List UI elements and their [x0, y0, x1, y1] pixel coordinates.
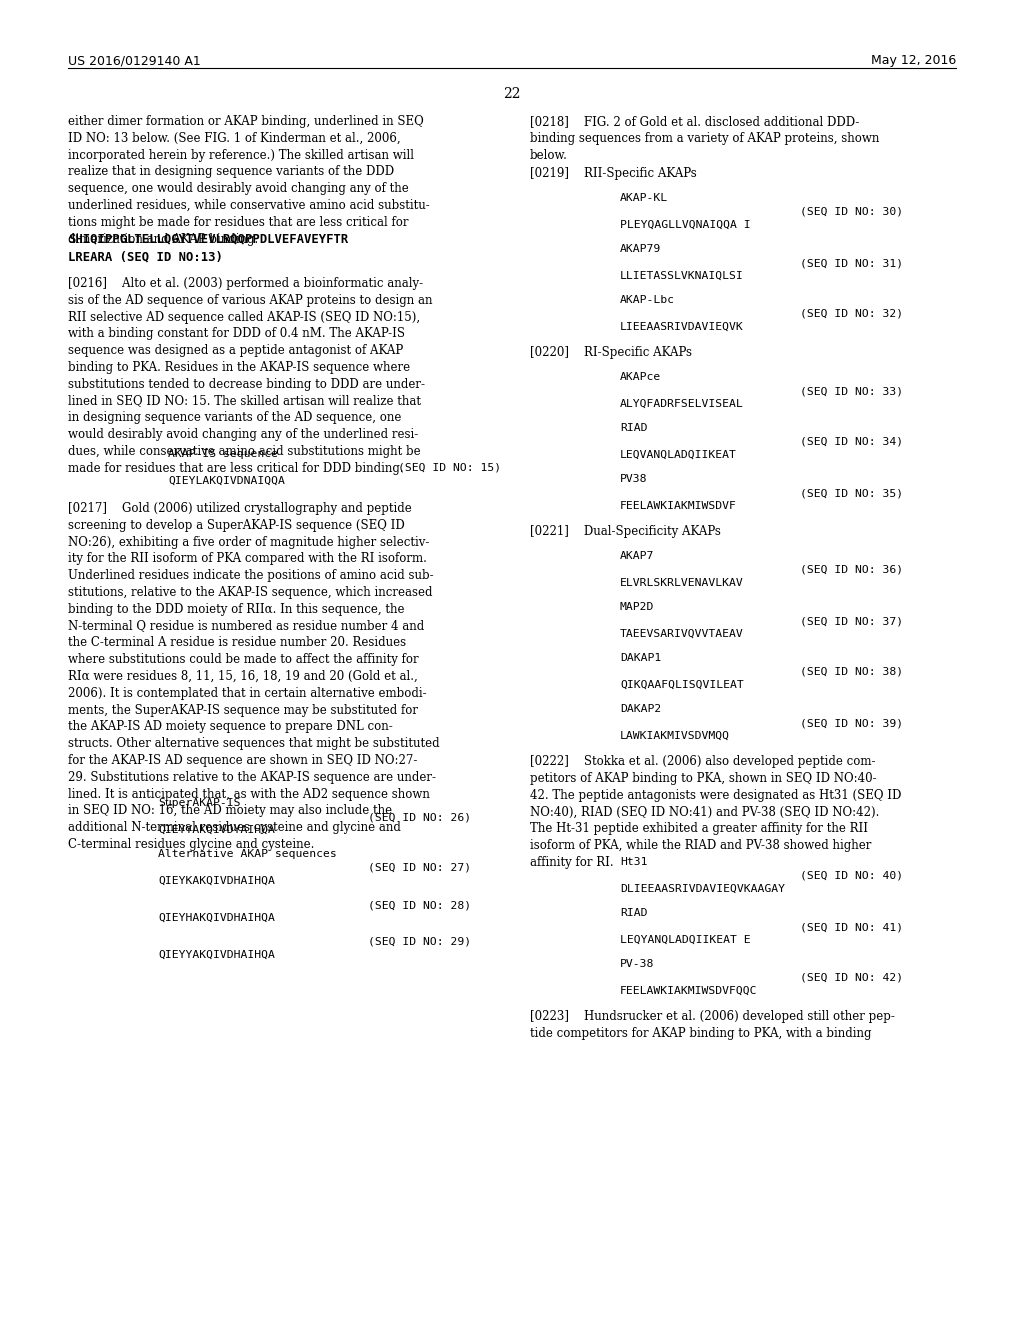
- Text: (SEQ ID NO: 36): (SEQ ID NO: 36): [800, 565, 903, 576]
- Text: PV-38: PV-38: [620, 960, 654, 969]
- Text: [0217]    Gold (2006) utilized crystallography and peptide
screening to develop : [0217] Gold (2006) utilized crystallogra…: [68, 502, 439, 851]
- Text: either dimer formation or AKAP binding, underlined in SEQ
ID NO: 13 below. (See : either dimer formation or AKAP binding, …: [68, 115, 430, 246]
- Text: LAWKIAKMIVSDVMQQ: LAWKIAKMIVSDVMQQ: [620, 731, 730, 741]
- Text: AKAP7: AKAP7: [620, 550, 654, 561]
- Text: TAEEVSARIVQVVTAEAV: TAEEVSARIVQVVTAEAV: [620, 630, 743, 639]
- Text: PLEYQAGLLVQNAIQQA I: PLEYQAGLLVQNAIQQA I: [620, 220, 751, 230]
- Text: QIEYHAKQIVDHAIHQA: QIEYHAKQIVDHAIHQA: [158, 913, 274, 923]
- Text: Alternative AKAP sequences: Alternative AKAP sequences: [158, 849, 337, 859]
- Text: (SEQ ID NO: 42): (SEQ ID NO: 42): [800, 973, 903, 983]
- Text: SuperAKAP-IS: SuperAKAP-IS: [158, 799, 241, 808]
- Text: (SEQ ID NO: 33): (SEQ ID NO: 33): [800, 385, 903, 396]
- Text: (SEQ ID NO: 30): (SEQ ID NO: 30): [800, 207, 903, 216]
- Text: QIEYYAKQIVDYAIHQA: QIEYYAKQIVDYAIHQA: [158, 825, 274, 836]
- Text: [0223]    Hundsrucker et al. (2006) developed still other pep-
tide competitors : [0223] Hundsrucker et al. (2006) develop…: [530, 1010, 895, 1040]
- Text: (SEQ ID NO: 39): (SEQ ID NO: 39): [800, 718, 903, 729]
- Text: [0221]    Dual-Specificity AKAPs: [0221] Dual-Specificity AKAPs: [530, 525, 721, 539]
- Text: (SEQ ID NO: 34): (SEQ ID NO: 34): [800, 437, 903, 447]
- Text: (SEQ ID NO: 32): (SEQ ID NO: 32): [800, 309, 903, 319]
- Text: (SEQ ID NO: 40): (SEQ ID NO: 40): [800, 871, 903, 880]
- Text: AKAP-IS sequence: AKAP-IS sequence: [168, 449, 278, 459]
- Text: AKAP-KL: AKAP-KL: [620, 193, 668, 203]
- Text: DAKAP1: DAKAP1: [620, 653, 662, 663]
- Text: QIKQAAFQLISQVILEAT: QIKQAAFQLISQVILEAT: [620, 680, 743, 690]
- Text: (SEQ ID NO: 27): (SEQ ID NO: 27): [368, 863, 471, 873]
- Text: DLIEEAASRIVDAVIEQVKAAGAY: DLIEEAASRIVDAVIEQVKAAGAY: [620, 884, 785, 894]
- Text: (SEQ ID NO: 37): (SEQ ID NO: 37): [800, 616, 903, 626]
- Text: SHIQIPPGLTELLQGYTVEVLRQQPPDLVEFAVEYFTR
LREARA (SEQ ID NO:13): SHIQIPPGLTELLQGYTVEVLRQQPPDLVEFAVEYFTR L…: [68, 232, 348, 263]
- Text: AKAP79: AKAP79: [620, 244, 662, 253]
- Text: (SEQ ID NO: 29): (SEQ ID NO: 29): [368, 937, 471, 946]
- Text: (SEQ ID NO: 28): (SEQ ID NO: 28): [368, 900, 471, 909]
- Text: [0220]    RI-Specific AKAPs: [0220] RI-Specific AKAPs: [530, 346, 692, 359]
- Text: FEELAWKIAKMIWSDVFQQC: FEELAWKIAKMIWSDVFQQC: [620, 986, 758, 997]
- Text: MAP2D: MAP2D: [620, 602, 654, 612]
- Text: (SEQ ID NO: 26): (SEQ ID NO: 26): [368, 812, 471, 822]
- Text: ALYQFADRFSELVISEAL: ALYQFADRFSELVISEAL: [620, 399, 743, 409]
- Text: LIEEAASRIVDAVIEQVK: LIEEAASRIVDAVIEQVK: [620, 322, 743, 333]
- Text: [0222]    Stokka et al. (2006) also developed peptide com-
petitors of AKAP bind: [0222] Stokka et al. (2006) also develop…: [530, 755, 901, 869]
- Text: AKAPce: AKAPce: [620, 372, 662, 381]
- Text: AKAP-Lbc: AKAP-Lbc: [620, 294, 675, 305]
- Text: LEQYANQLADQIIKEAT E: LEQYANQLADQIIKEAT E: [620, 935, 751, 945]
- Text: PV38: PV38: [620, 474, 647, 484]
- Text: May 12, 2016: May 12, 2016: [870, 54, 956, 67]
- Text: ELVRLSKRLVENAVLKAV: ELVRLSKRLVENAVLKAV: [620, 578, 743, 587]
- Text: [0216]    Alto et al. (2003) performed a bioinformatic analy-
sis of the AD sequ: [0216] Alto et al. (2003) performed a bi…: [68, 277, 432, 475]
- Text: 22: 22: [503, 87, 521, 102]
- Text: (SEQ ID NO: 35): (SEQ ID NO: 35): [800, 488, 903, 498]
- Text: Ht31: Ht31: [620, 857, 647, 867]
- Text: LLIETASSLVKNAIQLSI: LLIETASSLVKNAIQLSI: [620, 271, 743, 281]
- Text: RIAD: RIAD: [620, 422, 647, 433]
- Text: [0219]    RII-Specific AKAPs: [0219] RII-Specific AKAPs: [530, 168, 696, 180]
- Text: (SEQ ID NO: 38): (SEQ ID NO: 38): [800, 667, 903, 677]
- Text: US 2016/0129140 A1: US 2016/0129140 A1: [68, 54, 201, 67]
- Text: (SEQ ID NO: 31): (SEQ ID NO: 31): [800, 257, 903, 268]
- Text: FEELAWKIAKMIWSDVF: FEELAWKIAKMIWSDVF: [620, 502, 737, 511]
- Text: QIEYLAKQIVDNAIQQA: QIEYLAKQIVDNAIQQA: [168, 477, 285, 486]
- Text: RIAD: RIAD: [620, 908, 647, 917]
- Text: (SEQ ID NO: 41): (SEQ ID NO: 41): [800, 921, 903, 932]
- Text: LEQVANQLADQIIKEAT: LEQVANQLADQIIKEAT: [620, 450, 737, 459]
- Text: QIEYYAKQIVDHAIHQA: QIEYYAKQIVDHAIHQA: [158, 950, 274, 960]
- Text: DAKAP2: DAKAP2: [620, 704, 662, 714]
- Text: QIEYKAKQIVDHAIHQA: QIEYKAKQIVDHAIHQA: [158, 876, 274, 886]
- Text: [0218]    FIG. 2 of Gold et al. disclosed additional DDD-
binding sequences from: [0218] FIG. 2 of Gold et al. disclosed a…: [530, 115, 880, 161]
- Text: (SEQ ID NO: 15): (SEQ ID NO: 15): [398, 463, 501, 473]
